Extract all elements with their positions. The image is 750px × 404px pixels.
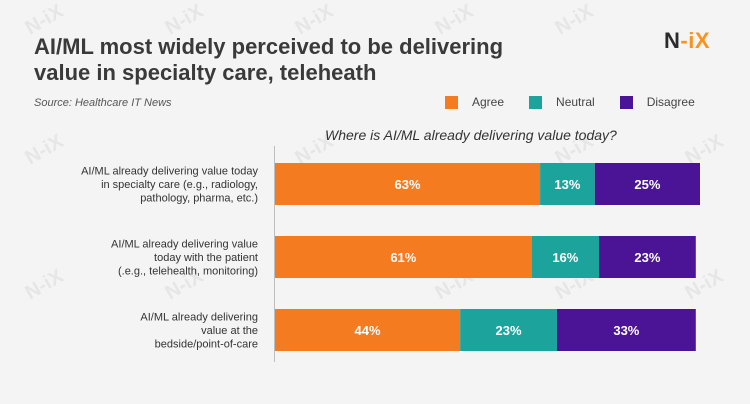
category-label-line: in specialty care (e.g., radiology, (101, 179, 258, 191)
data-label-disagree-1: 23% (634, 250, 660, 265)
source-note: Source: Healthcare IT News (34, 97, 172, 109)
bar-agree-2 (275, 309, 461, 351)
data-label-agree-0: 63% (395, 177, 421, 192)
category-label-line: bedside/point-of-care (155, 339, 258, 351)
category-label-line: value at the (201, 325, 258, 337)
bar-neutral-1 (531, 236, 600, 278)
data-label-neutral-2: 23% (496, 323, 522, 338)
data-label-neutral-1: 16% (552, 250, 578, 265)
page-title: AI/ML most widely perceived to be delive… (34, 34, 594, 86)
legend-item-neutral: Neutral (529, 95, 595, 109)
category-label-line: AI/ML already delivering (140, 312, 258, 324)
category-label-1: AI/ML already delivering value today with… (111, 239, 258, 278)
bar-neutral-2 (460, 309, 557, 351)
bar-neutral-0 (540, 163, 595, 205)
data-label-agree-2: 44% (355, 323, 381, 338)
chart-legend: Agree Neutral Disagree (445, 95, 695, 109)
brand-logo: N-iX (664, 28, 710, 54)
bar-disagree-2 (556, 309, 696, 351)
data-label-disagree-0: 25% (634, 177, 660, 192)
brand-logo-n: N (664, 28, 681, 53)
bar-agree-1 (275, 236, 532, 278)
legend-swatch-neutral (529, 95, 543, 109)
legend-label-neutral: Neutral (556, 95, 595, 109)
chart-title: Where is AI/ML already delivering value … (325, 127, 617, 143)
category-label-line: AI/ML already delivering value today (81, 166, 258, 178)
data-label-agree-1: 61% (390, 250, 416, 265)
category-label-line: today with the patient (154, 252, 258, 264)
bar-disagree-0 (594, 163, 700, 205)
category-label-line: (.e.g., telehealth, monitoring) (118, 266, 258, 278)
category-label-2: AI/ML already delivering value at the beds… (140, 312, 258, 351)
data-label-neutral-0: 13% (554, 177, 580, 192)
legend-item-disagree: Disagree (619, 95, 695, 109)
brand-logo-ix: -iX (680, 28, 711, 53)
category-label-0: AI/ML already delivering value today in s… (81, 166, 258, 205)
legend-label-disagree: Disagree (646, 95, 695, 109)
bar-disagree-1 (599, 236, 696, 278)
category-label-line: AI/ML already delivering value (111, 239, 258, 251)
legend-swatch-agree (445, 95, 458, 109)
category-label-line: pathology, pharma, etc.) (140, 193, 258, 205)
legend-label-agree: Agree (472, 95, 505, 109)
bar-agree-0 (275, 163, 541, 205)
title-line-2: value in specialty care, teleheath (34, 60, 377, 85)
legend-item-agree: Agree (445, 95, 504, 109)
data-label-disagree-2: 33% (613, 323, 639, 338)
legend-swatch-disagree (619, 95, 633, 109)
title-line-1: AI/ML most widely perceived to be delive… (34, 34, 504, 59)
